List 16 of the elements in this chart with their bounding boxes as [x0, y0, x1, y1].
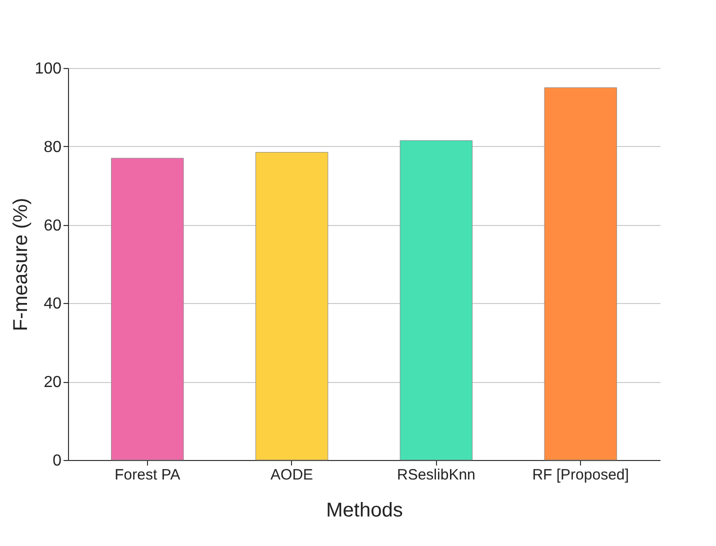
- y-tick-label: 0: [52, 452, 62, 470]
- bar: [544, 87, 617, 460]
- x-tick-label: Forest PA: [114, 466, 180, 484]
- bar: [111, 158, 184, 460]
- y-tick-label: 60: [44, 217, 62, 234]
- y-tick-label: 20: [44, 374, 62, 392]
- y-tick-label: 80: [44, 138, 62, 156]
- bar: [400, 140, 473, 460]
- x-tick-label: AODE: [270, 466, 314, 484]
- y-axis-title: F-measure (%): [10, 198, 32, 332]
- bar: [255, 152, 328, 460]
- x-tick-label: RSeslibKnn: [397, 466, 476, 484]
- y-tick-label: 40: [44, 296, 62, 313]
- y-tick-label: 100: [34, 60, 62, 78]
- x-axis-title: Methods: [326, 500, 403, 522]
- x-tick-label: RF [Proposed]: [532, 466, 629, 484]
